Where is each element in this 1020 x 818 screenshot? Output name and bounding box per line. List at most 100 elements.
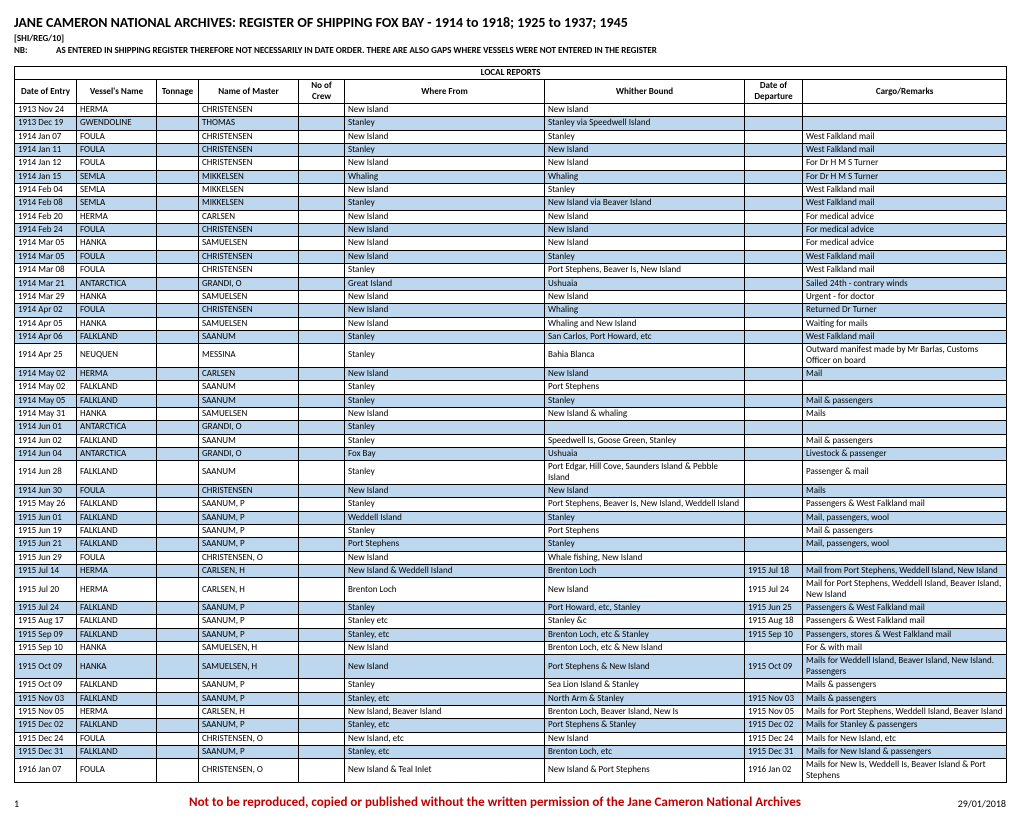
table-cell: West Falkland mail xyxy=(803,130,1007,143)
table-cell: West Falkland mail xyxy=(803,144,1007,157)
table-cell: ANTARCTICA xyxy=(77,421,157,434)
table-row: 1914 May 31HANKASAMUELSENNew IslandNew I… xyxy=(15,407,1007,420)
column-header-row: Date of EntryVessel's NameTonnageName of… xyxy=(15,80,1007,104)
table-cell: Brenton Loch, Beaver Island, New Is xyxy=(545,705,745,718)
table-cell: 1914 May 02 xyxy=(15,381,77,394)
table-cell xyxy=(299,551,345,564)
table-cell: Stanley, etc xyxy=(345,692,545,705)
table-cell xyxy=(745,485,803,498)
table-cell: Stanley xyxy=(345,434,545,447)
table-cell xyxy=(803,421,1007,434)
table-cell: GRANDI, O xyxy=(199,421,299,434)
table-cell: Whaling xyxy=(545,304,745,317)
note-text: AS ENTERED IN SHIPPING REGISTER THEREFOR… xyxy=(56,45,657,56)
column-header: Where From xyxy=(345,80,545,104)
table-cell xyxy=(157,117,199,130)
column-header: Name of Master xyxy=(199,80,299,104)
table-row: 1914 Jun 04ANTARCTICAGRANDI, OFox BayUsh… xyxy=(15,447,1007,460)
table-row: 1914 Mar 21ANTARCTICAGRANDI, OGreat Isla… xyxy=(15,277,1007,290)
table-cell xyxy=(745,525,803,538)
table-row: 1914 May 05FALKLANDSAANUMStanleyStanleyM… xyxy=(15,394,1007,407)
table-cell xyxy=(803,104,1007,117)
table-cell: New Island xyxy=(345,104,545,117)
table-row: 1915 Oct 09HANKASAMUELSEN, HNew IslandPo… xyxy=(15,655,1007,679)
column-header: Cargo/Remarks xyxy=(803,80,1007,104)
table-cell: 1914 Jan 07 xyxy=(15,130,77,143)
table-cell: Port Stephens xyxy=(345,538,545,551)
table-cell: 1915 Jul 20 xyxy=(15,578,77,602)
table-cell: Stanley xyxy=(345,421,545,434)
table-cell: FOULA xyxy=(77,304,157,317)
table-cell: 1915 Nov 03 xyxy=(15,692,77,705)
table-cell xyxy=(157,705,199,718)
table-cell: FOULA xyxy=(77,250,157,263)
table-cell: 1913 Dec 19 xyxy=(15,117,77,130)
table-cell: New Island xyxy=(345,184,545,197)
table-cell: CHRISTENSEN xyxy=(199,304,299,317)
table-cell xyxy=(745,170,803,183)
table-cell: New Island xyxy=(345,250,545,263)
table-cell xyxy=(299,104,345,117)
table-cell: New Island xyxy=(345,367,545,380)
table-cell: 1915 Aug 17 xyxy=(15,615,77,628)
table-cell xyxy=(157,421,199,434)
table-cell: Livestock & passenger xyxy=(803,447,1007,460)
table-cell: SEMLA xyxy=(77,170,157,183)
table-row: 1915 Jun 29FOULACHRISTENSEN, ONew Island… xyxy=(15,551,1007,564)
table-cell: 1915 Dec 31 xyxy=(745,745,803,758)
table-cell xyxy=(745,551,803,564)
table-cell xyxy=(157,485,199,498)
table-cell xyxy=(299,367,345,380)
table-cell: New Island xyxy=(345,237,545,250)
table-cell xyxy=(157,745,199,758)
table-cell xyxy=(745,317,803,330)
table-cell xyxy=(299,330,345,343)
table-cell: Mail from Port Stephens, Weddell Island,… xyxy=(803,565,1007,578)
table-cell xyxy=(157,170,199,183)
table-cell: New Island xyxy=(545,104,745,117)
table-cell: 1915 Dec 24 xyxy=(745,732,803,745)
table-cell: Stanley etc xyxy=(345,615,545,628)
table-cell: New Island xyxy=(345,157,545,170)
table-cell: FALKLAND xyxy=(77,692,157,705)
table-cell: 1915 Jun 19 xyxy=(15,525,77,538)
table-cell: FALKLAND xyxy=(77,381,157,394)
table-cell: 1915 Oct 09 xyxy=(15,655,77,679)
table-cell: 1915 Sep 10 xyxy=(745,628,803,641)
table-cell xyxy=(745,264,803,277)
table-cell xyxy=(157,237,199,250)
table-row: 1915 Jul 14HERMACARLSEN, HNew Island & W… xyxy=(15,565,1007,578)
table-cell xyxy=(299,197,345,210)
table-row: 1914 Apr 06FALKLANDSAANUMStanleySan Carl… xyxy=(15,330,1007,343)
table-cell: For medical advice xyxy=(803,237,1007,250)
table-cell: HANKA xyxy=(77,237,157,250)
table-cell xyxy=(299,447,345,460)
table-cell xyxy=(745,394,803,407)
table-cell: New Island xyxy=(345,485,545,498)
table-cell: 1916 Jan 02 xyxy=(745,759,803,783)
table-cell: Stanley xyxy=(345,144,545,157)
table-cell xyxy=(299,434,345,447)
table-cell: Weddell Island xyxy=(345,511,545,524)
page-number: 1 xyxy=(14,797,54,810)
table-cell: CARLSEN, H xyxy=(199,578,299,602)
table-cell xyxy=(157,104,199,117)
table-cell xyxy=(157,551,199,564)
table-cell: Sailed 24th - contrary winds xyxy=(803,277,1007,290)
table-cell: Brenton Loch xyxy=(545,565,745,578)
table-cell: FALKLAND xyxy=(77,615,157,628)
table-cell: CHRISTENSEN xyxy=(199,224,299,237)
table-cell: 1915 Dec 24 xyxy=(15,732,77,745)
table-cell: Stanley xyxy=(345,461,545,485)
table-cell xyxy=(545,421,745,434)
table-cell: San Carlos, Port Howard, etc xyxy=(545,330,745,343)
table-cell: SAANUM, P xyxy=(199,538,299,551)
table-cell: Stanley xyxy=(345,525,545,538)
table-cell: Ushuaia xyxy=(545,447,745,460)
table-cell xyxy=(157,317,199,330)
copyright-notice: Not to be reproduced, copied or publishe… xyxy=(54,795,936,810)
table-cell: FALKLAND xyxy=(77,511,157,524)
table-cell xyxy=(157,210,199,223)
table-cell: 1915 Nov 03 xyxy=(745,692,803,705)
table-cell: 1915 Dec 31 xyxy=(15,745,77,758)
